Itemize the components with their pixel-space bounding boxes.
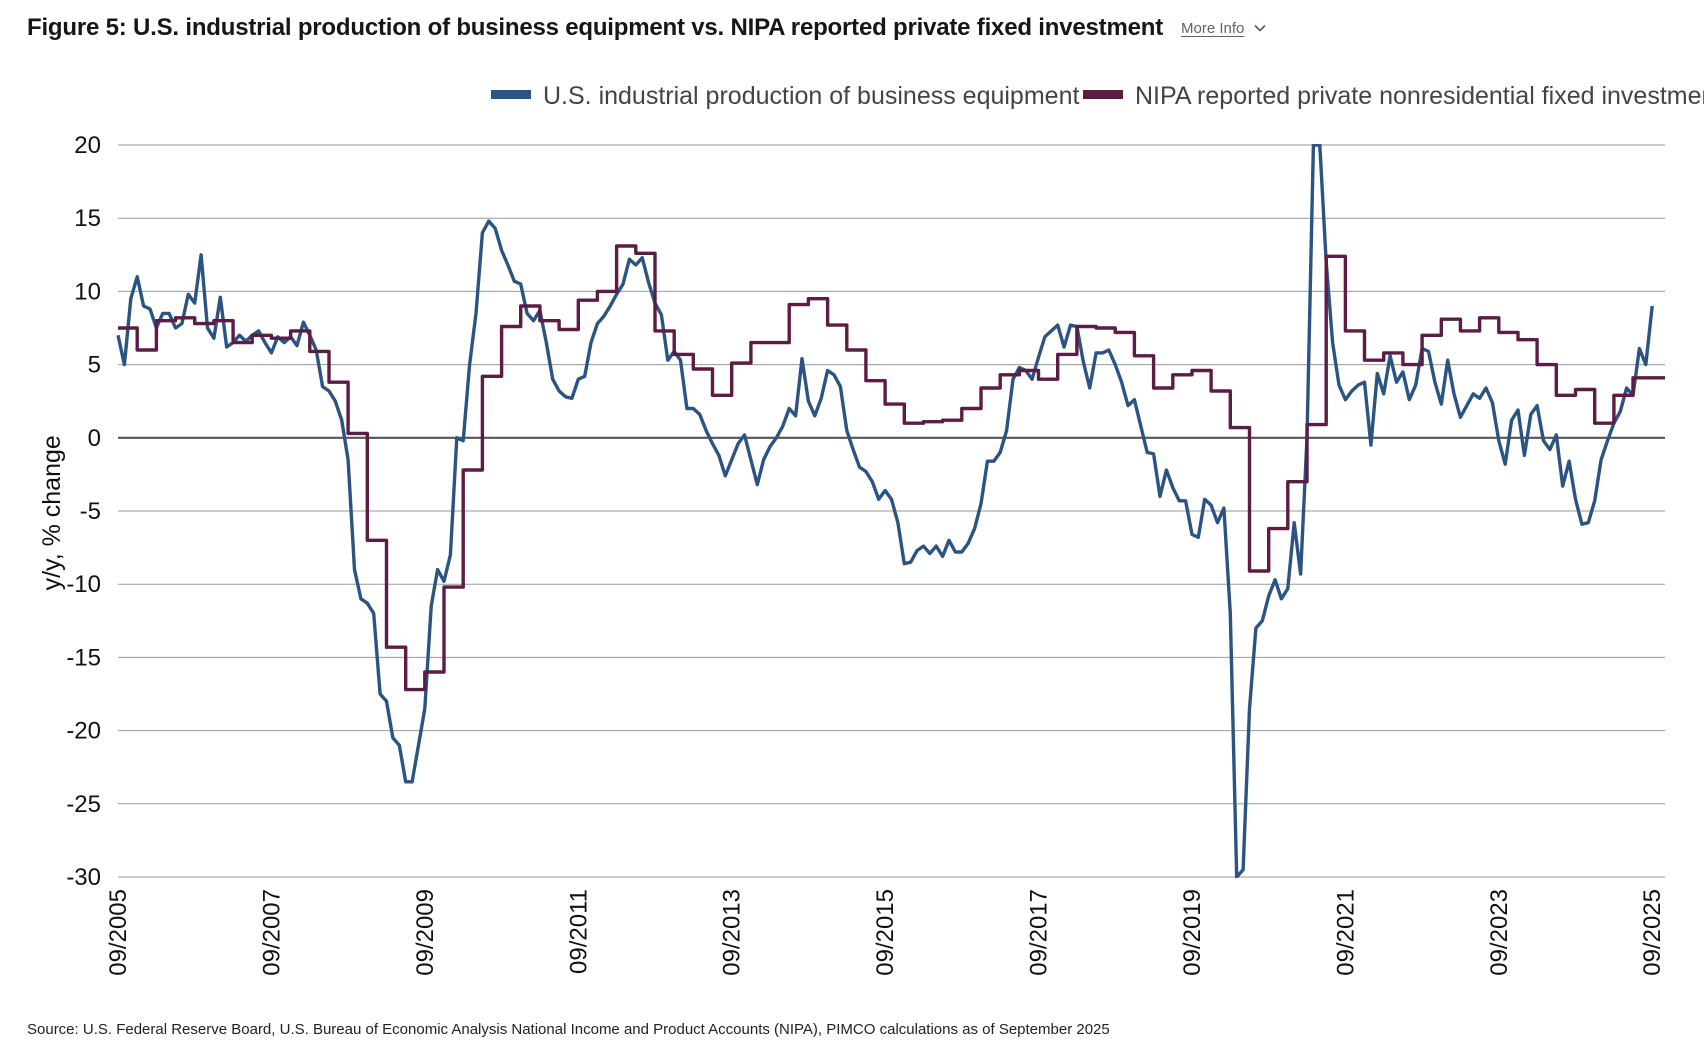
x-tick-label: 09/2019 bbox=[1179, 889, 1206, 976]
source-note: Source: U.S. Federal Reserve Board, U.S.… bbox=[27, 1021, 1110, 1038]
y-tick-label: -20 bbox=[66, 718, 101, 745]
x-tick-label: 09/2015 bbox=[872, 889, 899, 976]
y-tick-label: 0 bbox=[88, 425, 101, 452]
x-tick-label: 09/2011 bbox=[565, 889, 592, 974]
x-tick-label: 09/2007 bbox=[258, 889, 285, 976]
x-tick-label: 09/2013 bbox=[719, 889, 746, 976]
x-tick-label: 09/2005 bbox=[105, 889, 132, 976]
chevron-down-icon bbox=[1254, 25, 1266, 32]
legend-label: U.S. industrial production of business e… bbox=[543, 82, 1079, 110]
more-info-toggle[interactable]: More Info bbox=[1181, 20, 1266, 37]
more-info-label: More Info bbox=[1180, 19, 1245, 37]
series-line-1 bbox=[116, 144, 1654, 878]
legend-item-1: U.S. industrial production of business e… bbox=[491, 82, 1079, 110]
figure-title: Figure 5: U.S. industrial production of … bbox=[27, 14, 1163, 41]
x-tick-label: 09/2023 bbox=[1486, 889, 1513, 976]
line-chart: U.S. industrial production of business e… bbox=[38, 82, 1704, 976]
y-tick-label: 15 bbox=[74, 205, 101, 232]
series-line-2 bbox=[118, 244, 1665, 692]
x-tick-label: 09/2021 bbox=[1332, 889, 1359, 976]
y-tick-label: -25 bbox=[66, 791, 101, 818]
x-tick-label: 09/2009 bbox=[412, 889, 439, 976]
chart-legend: U.S. industrial production of business e… bbox=[491, 82, 1704, 110]
x-tick-label: 09/2025 bbox=[1639, 889, 1666, 976]
y-tick-label: 10 bbox=[74, 278, 101, 305]
series-lines bbox=[116, 144, 1665, 878]
legend-swatch bbox=[491, 90, 531, 99]
legend-swatch bbox=[1083, 90, 1123, 99]
figure-header: Figure 5: U.S. industrial production of … bbox=[27, 14, 1266, 42]
legend-item-2: NIPA reported private nonresidential fix… bbox=[1083, 82, 1704, 110]
y-tick-label: -15 bbox=[66, 644, 101, 671]
y-axis-label: y/y, % change bbox=[38, 435, 66, 590]
y-tick-label: -10 bbox=[66, 571, 101, 598]
legend-label: NIPA reported private nonresidential fix… bbox=[1135, 82, 1704, 110]
x-axis-ticks: 09/2005 09/2007 09/2009 09/2011 09/2013 09/20… bbox=[105, 889, 1666, 976]
y-axis-ticks: 20 15 10 5 0 -5 -10 -15 -20 -25 -30 bbox=[66, 132, 101, 891]
x-tick-label: 09/2017 bbox=[1026, 889, 1053, 976]
y-tick-label: 5 bbox=[88, 352, 101, 379]
y-tick-label: -5 bbox=[80, 498, 101, 525]
y-tick-label: 20 bbox=[74, 132, 101, 159]
y-tick-label: -30 bbox=[66, 864, 101, 891]
